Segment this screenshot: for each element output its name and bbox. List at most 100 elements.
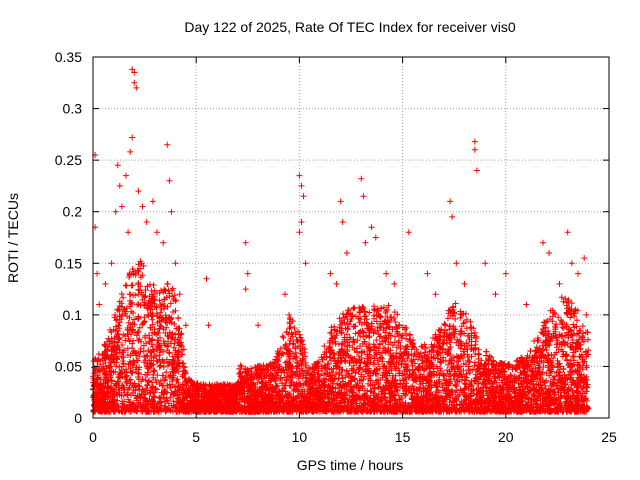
roti-point	[482, 260, 489, 267]
roti-point	[131, 69, 138, 76]
roti-point	[168, 208, 175, 215]
roti-point	[139, 203, 146, 210]
roti-point	[432, 291, 439, 298]
scatter-points	[92, 66, 590, 329]
roti-point	[108, 260, 115, 267]
x-tick-label: 15	[395, 429, 411, 445]
roti-point	[298, 182, 305, 189]
roti-point	[453, 260, 460, 267]
roti-point	[327, 270, 334, 277]
roti-point	[164, 141, 171, 148]
x-axis-label: GPS time / hours	[297, 457, 404, 473]
roti-point	[282, 291, 288, 298]
roti-point	[102, 280, 109, 287]
roti-point	[118, 203, 125, 210]
roti-point	[114, 162, 121, 169]
roti-point	[127, 148, 134, 155]
chart-title: Day 122 of 2025, Rate Of TEC Index for r…	[184, 19, 515, 35]
roti-point-cloud	[90, 260, 591, 415]
roti-point	[298, 219, 305, 225]
roti-point	[556, 280, 563, 287]
y-tick-labels: 0 0.05 0.1 0.15 0.2 0.25 0.3 0.35	[55, 49, 82, 426]
roti-point	[286, 311, 293, 318]
roti-point	[471, 146, 478, 153]
roti-point	[182, 322, 189, 329]
roti-point	[546, 250, 553, 256]
dense-scatter-layer	[90, 258, 592, 415]
roti-point	[135, 188, 142, 195]
roti-point	[372, 234, 379, 241]
roti-point	[296, 229, 303, 236]
y-tick-label: 0.2	[63, 204, 83, 220]
roti-point	[568, 260, 575, 267]
roti-point	[583, 311, 590, 318]
roti-point	[302, 260, 309, 267]
roti-point	[112, 208, 119, 215]
roti-point	[564, 229, 571, 236]
roti-point	[129, 134, 136, 141]
roti-point	[149, 198, 156, 205]
roti-point	[368, 224, 375, 231]
y-tick-label: 0.1	[63, 307, 83, 323]
roti-point	[405, 229, 412, 236]
plot-area-border	[92, 56, 610, 419]
roti-point	[203, 275, 210, 282]
x-tick-label: 10	[292, 429, 308, 445]
roti-point	[125, 229, 132, 236]
roti-point	[339, 219, 346, 225]
x-tick-label: 5	[192, 429, 200, 445]
roti-point	[133, 84, 140, 91]
roti-point	[343, 250, 350, 256]
y-tick-label: 0.35	[55, 49, 82, 65]
roti-point	[471, 138, 478, 145]
roti-point	[492, 291, 499, 298]
roti-point	[242, 286, 249, 293]
chart-grid	[93, 57, 609, 418]
y-tick-label: 0	[74, 410, 82, 426]
roti-point	[540, 239, 546, 246]
roti-point	[449, 213, 456, 220]
roti-point	[581, 255, 588, 262]
x-tick-labels: 0 5 10 15 20 25	[89, 429, 617, 445]
roti-point	[337, 198, 344, 205]
roti-point	[172, 260, 179, 267]
y-axis-label: ROTI / TECUs	[5, 193, 21, 283]
roti-point	[424, 270, 431, 277]
roti-point	[143, 219, 150, 225]
roti-point	[447, 198, 454, 205]
roti-point	[360, 193, 367, 200]
roti-point	[176, 291, 183, 298]
y-tick-label: 0.15	[55, 255, 82, 271]
roti-point	[131, 79, 138, 86]
roti-point	[123, 172, 129, 179]
roti-point	[255, 322, 262, 329]
roti-point	[116, 182, 123, 189]
y-tick-label: 0.05	[55, 358, 82, 374]
roti-point	[242, 239, 249, 246]
roti-point	[205, 322, 212, 329]
roti-point	[473, 167, 480, 174]
x-tick-label: 20	[498, 429, 514, 445]
roti-point	[523, 301, 530, 308]
roti-point	[333, 280, 340, 287]
roti-point	[383, 270, 390, 277]
roti-point	[160, 239, 167, 246]
roti-point	[166, 177, 173, 184]
roti-point	[244, 270, 251, 277]
roti-point	[129, 66, 136, 73]
x-tick-label: 0	[89, 429, 97, 445]
roti-point	[94, 270, 101, 277]
axis-ticks	[92, 56, 610, 419]
roti-point	[575, 270, 581, 277]
roti-point	[362, 239, 369, 246]
y-tick-label: 0.3	[63, 101, 83, 117]
roti-point	[96, 301, 103, 308]
roti-point	[502, 270, 509, 277]
roti-point	[391, 280, 398, 287]
y-tick-label: 0.25	[55, 152, 82, 168]
roti-point	[154, 229, 160, 236]
x-tick-label: 25	[601, 429, 617, 445]
roti-point	[296, 172, 303, 179]
roti-point	[300, 193, 307, 200]
